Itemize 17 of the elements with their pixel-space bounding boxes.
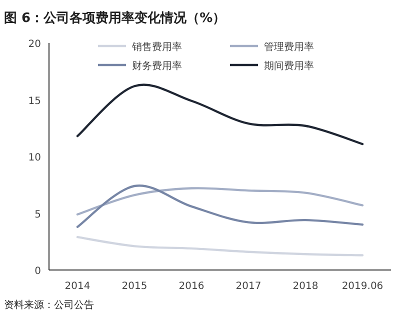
legend-label: 财务费用率: [132, 60, 182, 72]
x-tick-label: 2014: [64, 281, 90, 292]
legend-label: 期间费用率: [264, 60, 314, 72]
legend-label: 销售费用率: [131, 41, 182, 53]
chart-title: 图 6：公司各项费用率变化情况（%）: [4, 10, 226, 26]
y-tick-label: 15: [28, 96, 41, 107]
x-tick-label: 2016: [178, 281, 204, 292]
x-tick-label: 2015: [122, 281, 148, 292]
y-tick-label: 5: [34, 209, 41, 220]
x-tick-label: 2019.06: [342, 281, 384, 292]
y-tick-label: 20: [28, 39, 41, 50]
legend-label: 管理费用率: [264, 41, 314, 53]
x-tick-label: 2017: [236, 281, 262, 292]
y-tick-label: 10: [28, 152, 41, 164]
y-tick-label: 0: [34, 266, 41, 277]
text: 资料来源：公司公告: [4, 299, 94, 311]
x-tick-label: 2018: [292, 281, 318, 292]
